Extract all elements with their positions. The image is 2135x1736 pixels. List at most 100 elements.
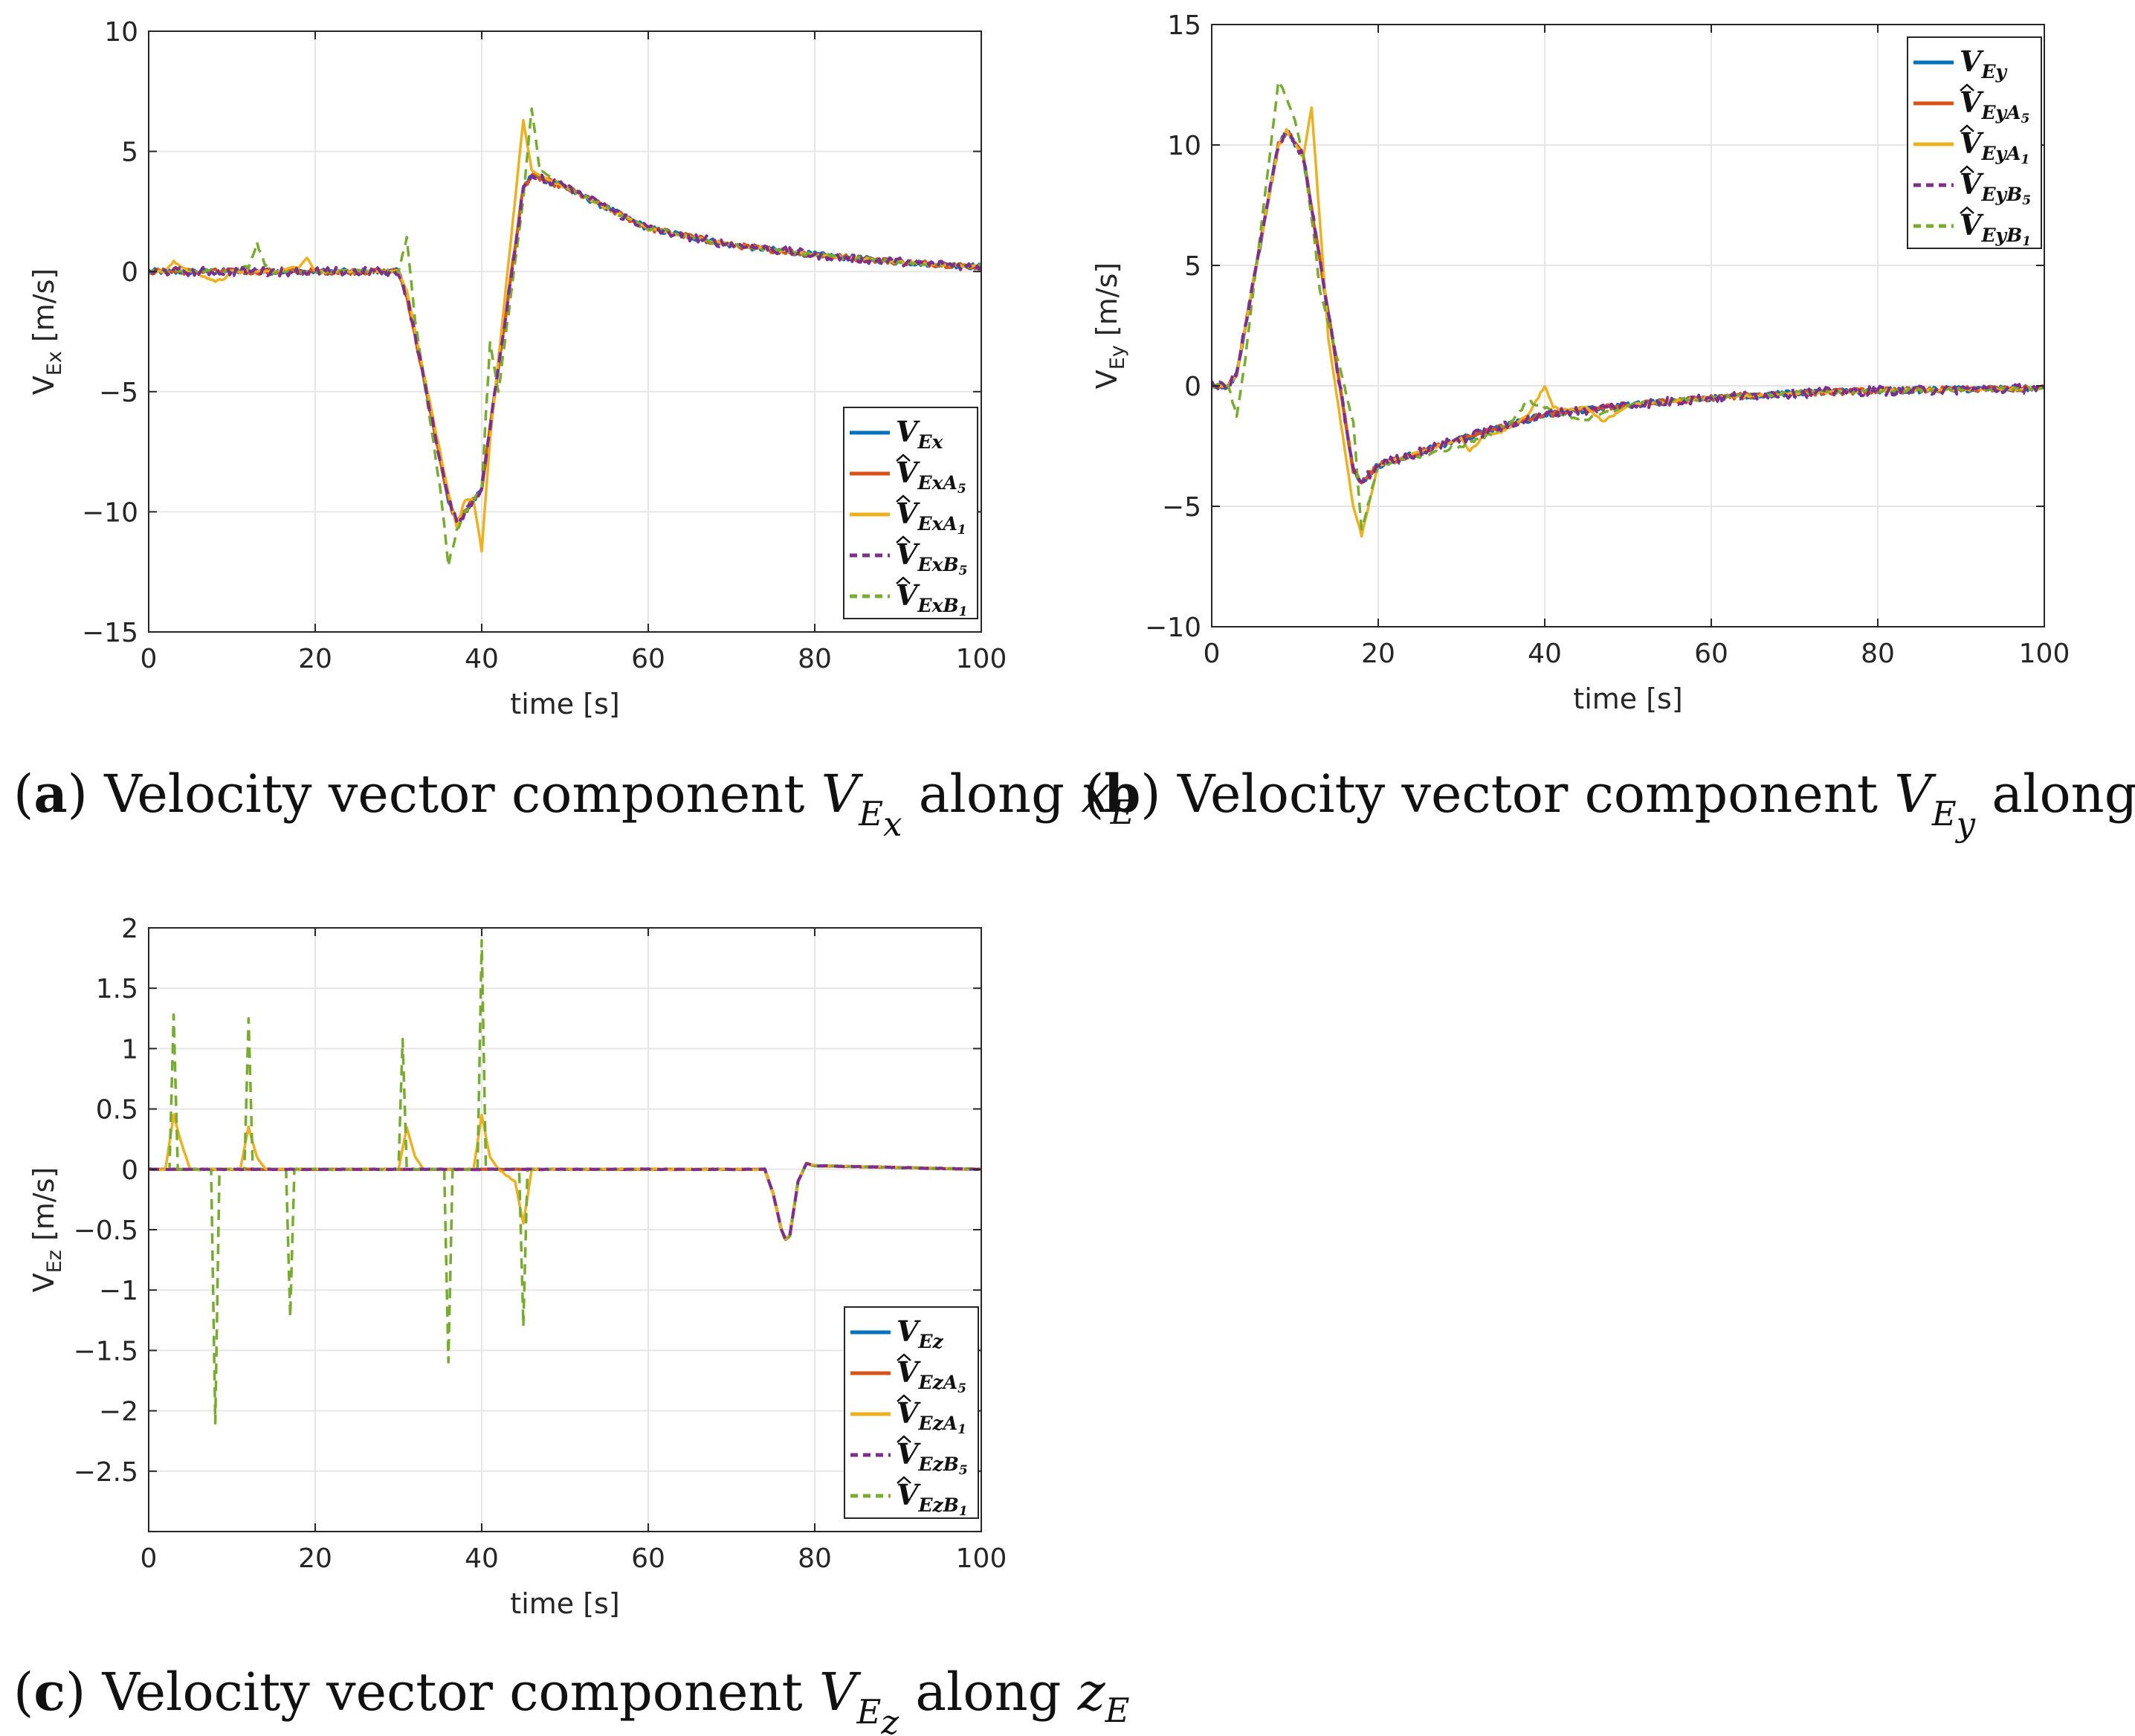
x-tick-label: 0: [140, 644, 158, 674]
caption-label: c: [33, 1661, 65, 1723]
legend-sub: EzA: [917, 1413, 957, 1434]
y-axis-label: VEx [m/s]: [28, 268, 66, 395]
legend-sub-index: 5: [959, 564, 968, 578]
plot-area: [1212, 25, 2044, 627]
series-group: [149, 938, 981, 1425]
y-tick-label: 1: [121, 1034, 138, 1065]
legend-label-A1: VExA1: [896, 497, 966, 538]
y-tick-label: −15: [82, 618, 138, 648]
y-tick-label: 0.5: [96, 1095, 138, 1126]
legend-base: V: [897, 1396, 921, 1430]
y-axis-label-unit: [m/s]: [28, 1167, 60, 1250]
legend-sub-index: 1: [957, 523, 966, 538]
legend-base: V: [1960, 45, 1984, 78]
legend-hat-B1: [1960, 206, 1974, 214]
legend-sub: ExA: [917, 472, 957, 494]
y-axis-label-unit: [m/s]: [28, 268, 60, 351]
legend-base: V: [896, 578, 920, 612]
series-group: [1212, 80, 2044, 538]
x-axis-label: time [s]: [510, 1587, 619, 1620]
caption-axis-sub: E: [1105, 1691, 1130, 1730]
caption-text: Velocity vector component: [102, 1662, 819, 1723]
legend-base: V: [897, 1314, 921, 1348]
legend-sub-index: 5: [2021, 112, 2029, 126]
caption-symbol: V: [819, 1662, 862, 1723]
legend-label-B5: VEzB5: [897, 1437, 968, 1478]
legend-hat-B5: [896, 535, 911, 543]
legend-sub: EyB: [1980, 184, 2022, 205]
legend-base: V: [897, 1478, 921, 1511]
caption-text: Velocity vector component: [103, 764, 821, 825]
legend-base: V: [897, 1355, 921, 1389]
legend-sub-index: 5: [2022, 193, 2031, 208]
legend-label-B1: VExB1: [896, 578, 967, 619]
legend-label-B1: VEyB1: [1960, 208, 2031, 249]
y-tick-label: −10: [1145, 613, 1201, 643]
x-axis-label: time [s]: [1573, 683, 1682, 715]
y-tick-label: 5: [121, 138, 138, 168]
axes-frame: [148, 30, 982, 633]
legend-hat-B5: [897, 1435, 911, 1443]
legend-base: V: [896, 538, 920, 571]
y-tick-label: 1.5: [96, 974, 138, 1004]
x-tick-label: 60: [631, 644, 665, 674]
series-B5: [1212, 131, 2044, 484]
y-axis-label-unit: [m/s]: [1091, 262, 1123, 345]
legend-hat-B1: [897, 1476, 911, 1484]
legend-base: V: [897, 1437, 921, 1471]
y-tick-label: −5: [99, 378, 138, 408]
legend-sub: ExB: [917, 554, 958, 575]
series-group: [149, 107, 981, 568]
legend-sub: Ez: [917, 1331, 943, 1352]
y-axis-label: VEz [m/s]: [28, 1167, 66, 1293]
legend-hat-A1: [897, 1394, 911, 1402]
legend-base: V: [1960, 126, 1984, 160]
caption-sub1: E: [858, 794, 883, 833]
x-axis-label: time [s]: [510, 688, 619, 720]
x-tick-label: 80: [1861, 639, 1895, 669]
legend-sub: EzB: [917, 1453, 958, 1475]
legend-hat-A1: [896, 494, 911, 503]
legend-sub-index: 5: [957, 1381, 966, 1396]
legend-sub: EyB: [1980, 225, 2022, 246]
caption-paren: (: [1084, 764, 1104, 825]
legend-hat-B1: [896, 576, 911, 584]
y-axis-label-sub: Ey: [1106, 345, 1129, 370]
caption-axis: x: [1081, 764, 1110, 825]
x-tick-label: 0: [1204, 639, 1221, 669]
caption-a: (a) Velocity vector component VEx along …: [13, 763, 1135, 844]
caption-along: along: [1975, 764, 2135, 825]
series-B1: [149, 107, 981, 568]
y-tick-label: −0.5: [74, 1216, 138, 1246]
y-tick-label: −2: [99, 1397, 138, 1427]
axes-frame: [1211, 24, 2045, 627]
caption-sub2: x: [883, 804, 902, 844]
series-B5: [149, 1162, 981, 1241]
series-B1: [1212, 80, 2044, 531]
caption-paren: (: [13, 1662, 33, 1723]
caption-label: a: [33, 763, 67, 825]
legend-base: V: [1960, 208, 1984, 242]
legend-label-B1: VEzB1: [897, 1478, 968, 1519]
grid: [148, 30, 982, 633]
y-axis-label-main: V: [28, 1273, 60, 1292]
y-axis-label: VEy [m/s]: [1091, 262, 1129, 389]
legend-sub-index: 1: [2021, 152, 2029, 167]
y-tick-label: −10: [82, 497, 138, 528]
x-tick-label: 100: [956, 1543, 1007, 1574]
caption-sub2: y: [1955, 804, 1976, 844]
legend-sub-index: 1: [959, 1504, 968, 1519]
caption-b: (b) Velocity vector component VEy along …: [1084, 763, 2135, 844]
caption-text: Velocity vector component: [1177, 764, 1894, 825]
x-tick-label: 20: [298, 644, 332, 674]
legend-base: V: [1960, 85, 1984, 119]
legend-sub: Ey: [1980, 61, 2007, 83]
legend-sub-index: 1: [2022, 234, 2031, 249]
y-axis-label-main: V: [28, 375, 60, 395]
caption-sub2: z: [880, 1703, 899, 1736]
legend-sub-index: 1: [959, 604, 968, 619]
